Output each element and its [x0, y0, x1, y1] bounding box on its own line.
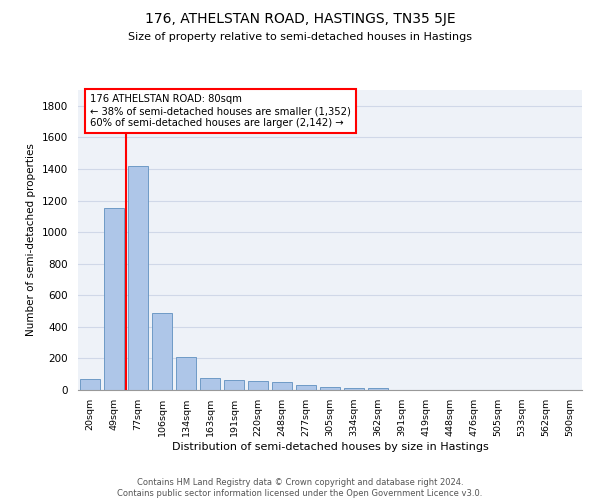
- Bar: [104, 208, 124, 390]
- Text: Contains HM Land Registry data © Crown copyright and database right 2024.
Contai: Contains HM Land Registry data © Crown c…: [118, 478, 482, 498]
- Bar: [128, 166, 148, 390]
- Bar: [152, 312, 172, 390]
- Bar: [176, 357, 196, 390]
- Bar: [296, 385, 316, 390]
- Bar: [200, 378, 220, 390]
- Bar: [368, 388, 388, 390]
- Bar: [248, 380, 268, 390]
- Text: Size of property relative to semi-detached houses in Hastings: Size of property relative to semi-detach…: [128, 32, 472, 42]
- Text: 176 ATHELSTAN ROAD: 80sqm
← 38% of semi-detached houses are smaller (1,352)
60% : 176 ATHELSTAN ROAD: 80sqm ← 38% of semi-…: [90, 94, 351, 128]
- Y-axis label: Number of semi-detached properties: Number of semi-detached properties: [26, 144, 37, 336]
- Bar: [320, 387, 340, 390]
- Text: 176, ATHELSTAN ROAD, HASTINGS, TN35 5JE: 176, ATHELSTAN ROAD, HASTINGS, TN35 5JE: [145, 12, 455, 26]
- Bar: [272, 382, 292, 390]
- Bar: [224, 380, 244, 390]
- Bar: [344, 388, 364, 390]
- Bar: [80, 379, 100, 390]
- X-axis label: Distribution of semi-detached houses by size in Hastings: Distribution of semi-detached houses by …: [172, 442, 488, 452]
